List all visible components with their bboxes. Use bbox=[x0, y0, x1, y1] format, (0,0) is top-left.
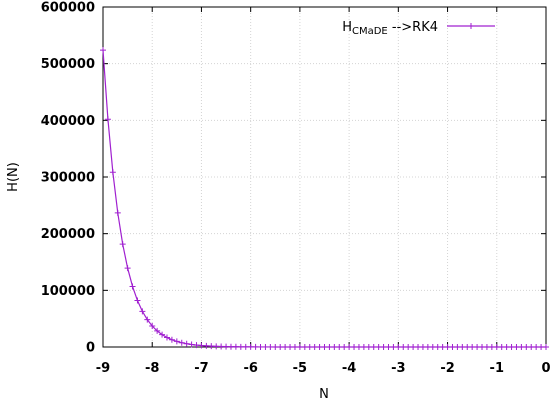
legend-marker-plus bbox=[468, 23, 474, 29]
data-point bbox=[110, 169, 116, 175]
y-tick-label: 400000 bbox=[41, 114, 95, 129]
axis-ticks: -9 -8 -7 -6 -5 -4 -3 -2 -1 0 0 100000 200000 300000 40… bbox=[41, 1, 551, 377]
x-tick-label: -1 bbox=[490, 361, 504, 376]
series-line bbox=[103, 50, 546, 347]
data-point bbox=[105, 116, 111, 122]
x-tick-label: -6 bbox=[243, 361, 257, 376]
legend-label: HCMaDE -->RK4 bbox=[342, 20, 438, 37]
x-tick-label: -8 bbox=[145, 361, 159, 376]
y-tick-label: 0 bbox=[86, 341, 95, 356]
y-tick-label: 200000 bbox=[41, 227, 95, 242]
y-tick-label: 300000 bbox=[41, 171, 95, 186]
data-point bbox=[179, 340, 185, 346]
series-group bbox=[100, 47, 549, 350]
x-tick-label: -7 bbox=[194, 361, 208, 376]
data-point bbox=[184, 341, 190, 347]
x-tick-label: -9 bbox=[96, 361, 110, 376]
data-point bbox=[120, 241, 126, 247]
legend: HCMaDE -->RK4 bbox=[342, 20, 495, 37]
x-tick-label: -5 bbox=[293, 361, 307, 376]
y-tick-label: 100000 bbox=[41, 284, 95, 299]
x-axis-label: N bbox=[319, 387, 329, 402]
x-tick-label: -2 bbox=[440, 361, 454, 376]
x-tick-label: 0 bbox=[541, 361, 550, 376]
x-tick-label: -3 bbox=[391, 361, 405, 376]
legend-marker bbox=[468, 23, 474, 29]
data-point bbox=[139, 308, 145, 314]
data-point bbox=[130, 283, 136, 289]
data-point bbox=[543, 344, 549, 350]
x-tick-label: -4 bbox=[342, 361, 356, 376]
data-point bbox=[134, 298, 140, 304]
data-point bbox=[100, 47, 106, 53]
data-point bbox=[115, 210, 121, 216]
y-axis-label: H(N) bbox=[6, 162, 21, 192]
data-point bbox=[125, 265, 131, 271]
grid bbox=[103, 7, 546, 347]
y-tick-label: 600000 bbox=[41, 1, 95, 16]
y-tick-label: 500000 bbox=[41, 57, 95, 72]
